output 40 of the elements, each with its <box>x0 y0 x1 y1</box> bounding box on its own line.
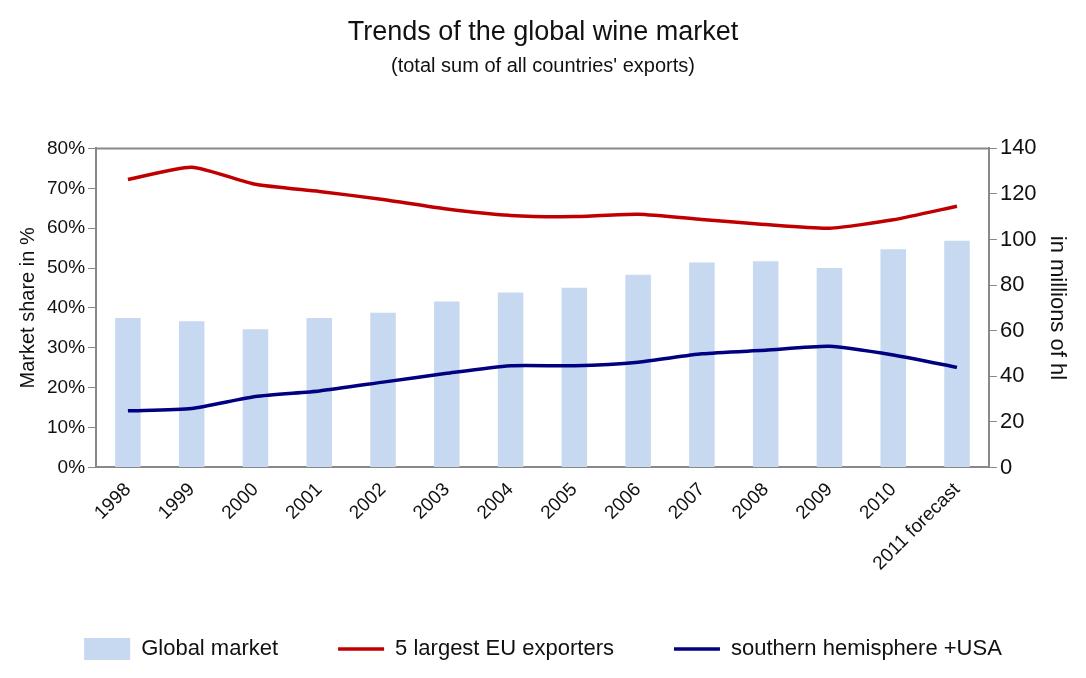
bar <box>434 301 460 467</box>
bar <box>880 249 906 467</box>
bar <box>370 312 396 467</box>
y-tick-label: 60% <box>47 216 86 238</box>
y2-tick-label: 80 <box>999 271 1025 297</box>
bar <box>752 261 779 467</box>
bar <box>178 321 205 467</box>
y-tick-label: 50% <box>47 256 86 278</box>
chart-subtitle: (total sum of all countries' exports) <box>391 53 695 76</box>
bar <box>306 317 332 467</box>
y2-tick-label: 60 <box>999 316 1025 342</box>
bar <box>561 287 588 467</box>
bar <box>689 262 715 467</box>
chart-title: Trends of the global wine market <box>347 15 739 46</box>
bar <box>625 274 651 467</box>
bar <box>816 268 843 467</box>
y2-tick-label: 120 <box>999 180 1037 206</box>
y2-axis-title: in millions of hl <box>1045 235 1071 381</box>
y2-tick-label: 20 <box>999 407 1025 433</box>
y-tick-label: 10% <box>47 415 86 437</box>
y-tick-label: 80% <box>47 136 86 158</box>
y2-tick-label: 140 <box>999 134 1037 160</box>
bar <box>242 329 269 467</box>
bar <box>944 240 970 467</box>
y2-tick-label: 40 <box>999 362 1025 388</box>
bar <box>497 292 524 467</box>
legend-label: 5 largest EU exporters <box>395 635 614 661</box>
y2-tick-label: 100 <box>999 225 1037 251</box>
line-series <box>126 344 959 413</box>
y-axis-title: Market share in % <box>15 227 38 389</box>
line-series <box>126 165 959 230</box>
y-tick-label: 40% <box>47 296 86 318</box>
y-tick-label: 70% <box>47 176 86 198</box>
y-tick-label: 20% <box>47 375 86 397</box>
bar <box>115 317 141 467</box>
legend-label: Global market <box>141 635 279 661</box>
y-tick-label: 0% <box>57 455 86 477</box>
legend-label: southern hemisphere +USA <box>730 635 1003 661</box>
y-tick-label: 30% <box>47 336 86 358</box>
y2-tick-label: 0 <box>999 453 1013 479</box>
